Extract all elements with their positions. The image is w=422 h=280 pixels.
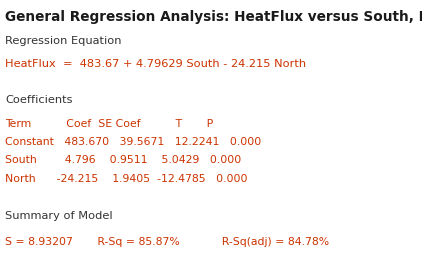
Text: HeatFlux  =  483.67 + 4.79629 South - 24.215 North: HeatFlux = 483.67 + 4.79629 South - 24.2… [5, 59, 307, 69]
Text: Coefficients: Coefficients [5, 95, 73, 105]
Text: Summary of Model: Summary of Model [5, 211, 113, 221]
Text: Term          Coef  SE Coef          T       P: Term Coef SE Coef T P [5, 119, 214, 129]
Text: Constant   483.670   39.5671   12.2241   0.000: Constant 483.670 39.5671 12.2241 0.000 [5, 137, 262, 147]
Text: North      -24.215    1.9405  -12.4785   0.000: North -24.215 1.9405 -12.4785 0.000 [5, 174, 248, 184]
Text: Regression Equation: Regression Equation [5, 36, 122, 46]
Text: South        4.796    0.9511    5.0429   0.000: South 4.796 0.9511 5.0429 0.000 [5, 155, 242, 165]
Text: S = 8.93207       R-Sq = 85.87%            R-Sq(adj) = 84.78%: S = 8.93207 R-Sq = 85.87% R-Sq(adj) = 84… [5, 237, 330, 247]
Text: General Regression Analysis: HeatFlux versus South, North: General Regression Analysis: HeatFlux ve… [5, 10, 422, 24]
